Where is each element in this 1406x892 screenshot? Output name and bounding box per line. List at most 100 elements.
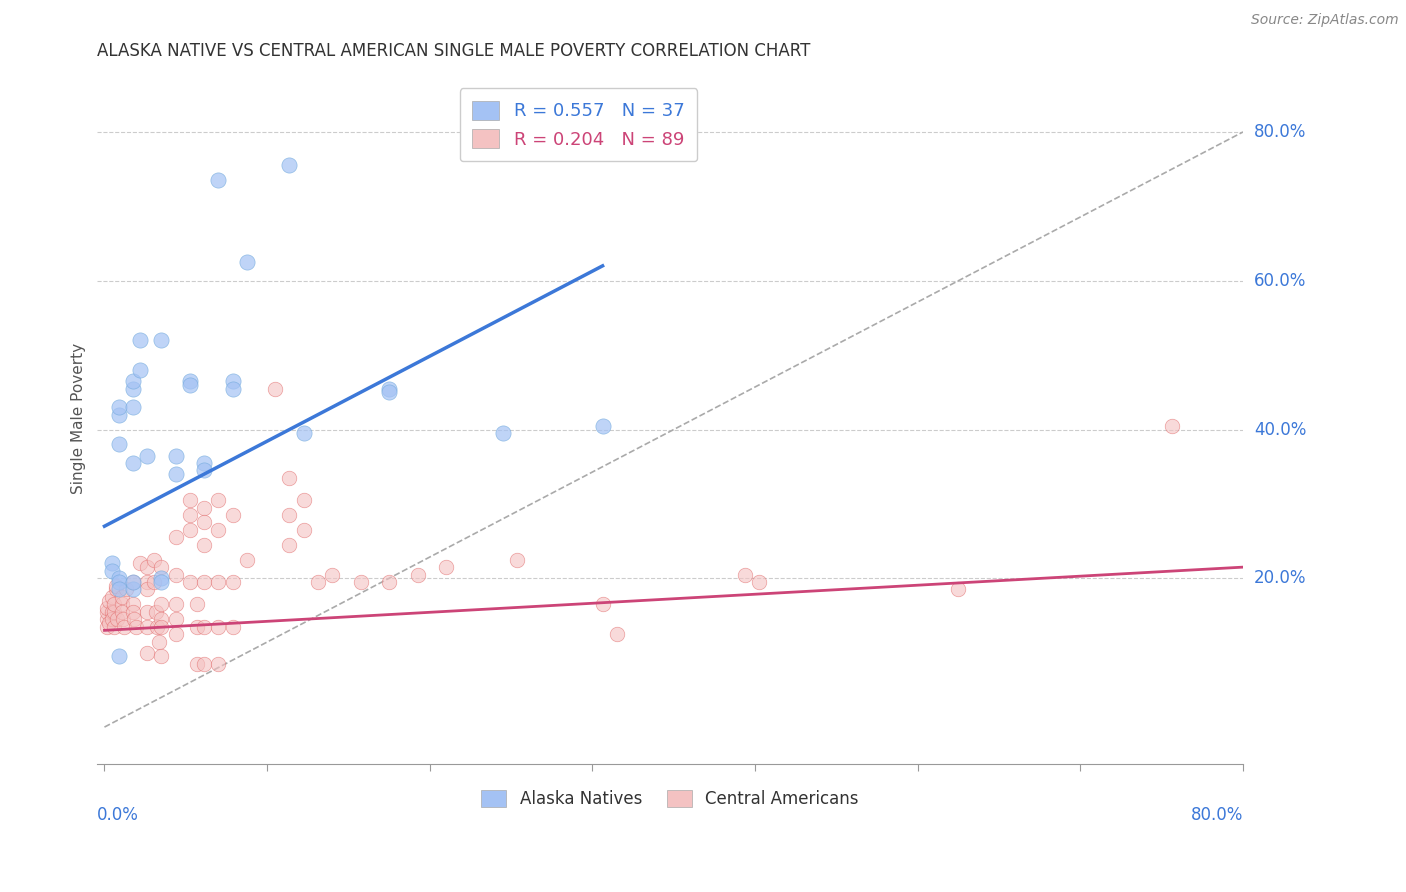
Point xyxy=(129,363,152,377)
Point xyxy=(136,620,159,634)
Point xyxy=(492,426,515,441)
Point xyxy=(96,605,118,619)
Point xyxy=(193,516,215,530)
Point xyxy=(150,597,173,611)
Point xyxy=(107,437,129,451)
Point xyxy=(179,377,201,392)
Point xyxy=(350,574,373,589)
Point xyxy=(122,605,145,619)
Point xyxy=(307,574,329,589)
Point xyxy=(107,582,129,597)
Point xyxy=(207,620,229,634)
Point xyxy=(136,449,159,463)
Point xyxy=(193,574,215,589)
Point xyxy=(136,560,159,574)
Point xyxy=(105,612,128,626)
Point xyxy=(122,597,145,611)
Point xyxy=(278,538,301,552)
Point xyxy=(100,564,122,578)
Point xyxy=(100,557,122,571)
Point xyxy=(165,530,187,544)
Point xyxy=(148,634,170,648)
Point xyxy=(96,612,118,626)
Point xyxy=(103,597,125,611)
Point xyxy=(110,605,132,619)
Point xyxy=(150,612,173,626)
Point xyxy=(107,571,129,585)
Point xyxy=(292,493,315,508)
Point xyxy=(150,571,173,585)
Point xyxy=(97,593,120,607)
Point xyxy=(378,574,401,589)
Legend: Alaska Natives, Central Americans: Alaska Natives, Central Americans xyxy=(471,780,869,818)
Point xyxy=(606,627,628,641)
Point xyxy=(107,574,129,589)
Point xyxy=(136,582,159,597)
Point xyxy=(136,574,159,589)
Point xyxy=(122,456,145,470)
Point xyxy=(103,620,125,634)
Point xyxy=(165,627,187,641)
Point xyxy=(100,605,122,619)
Point xyxy=(122,574,145,589)
Point xyxy=(122,582,145,597)
Point xyxy=(129,557,152,571)
Point xyxy=(179,493,201,508)
Point xyxy=(179,574,201,589)
Point xyxy=(110,590,132,604)
Text: 80.0%: 80.0% xyxy=(1191,805,1243,824)
Point xyxy=(136,646,159,660)
Text: 20.0%: 20.0% xyxy=(1254,569,1306,587)
Point xyxy=(114,582,136,597)
Point xyxy=(145,605,167,619)
Point xyxy=(122,400,145,414)
Point xyxy=(506,552,529,566)
Point xyxy=(165,612,187,626)
Point xyxy=(378,382,401,396)
Point xyxy=(292,426,315,441)
Y-axis label: Single Male Poverty: Single Male Poverty xyxy=(72,343,86,494)
Point xyxy=(122,382,145,396)
Point xyxy=(122,374,145,388)
Point xyxy=(111,612,134,626)
Point xyxy=(146,620,169,634)
Point xyxy=(592,418,614,433)
Point xyxy=(107,408,129,422)
Point xyxy=(100,612,122,626)
Point xyxy=(378,385,401,400)
Point xyxy=(193,463,215,477)
Point xyxy=(193,538,215,552)
Point xyxy=(207,657,229,671)
Point xyxy=(193,657,215,671)
Point xyxy=(150,574,173,589)
Text: ALASKA NATIVE VS CENTRAL AMERICAN SINGLE MALE POVERTY CORRELATION CHART: ALASKA NATIVE VS CENTRAL AMERICAN SINGLE… xyxy=(97,42,811,60)
Point xyxy=(193,620,215,634)
Point xyxy=(278,158,301,172)
Point xyxy=(150,620,173,634)
Point xyxy=(150,560,173,574)
Point xyxy=(136,605,159,619)
Point xyxy=(221,374,243,388)
Point xyxy=(103,605,125,619)
Point xyxy=(207,173,229,187)
Point xyxy=(948,582,970,597)
Point xyxy=(207,574,229,589)
Point xyxy=(165,467,187,482)
Point xyxy=(107,400,129,414)
Point xyxy=(264,382,287,396)
Point xyxy=(193,500,215,515)
Point xyxy=(221,574,243,589)
Point xyxy=(278,471,301,485)
Point xyxy=(107,649,129,664)
Point xyxy=(179,523,201,537)
Point xyxy=(104,582,127,597)
Point xyxy=(221,382,243,396)
Text: 40.0%: 40.0% xyxy=(1254,420,1306,439)
Point xyxy=(179,508,201,522)
Point xyxy=(100,590,122,604)
Point xyxy=(734,567,756,582)
Point xyxy=(143,574,166,589)
Point xyxy=(96,601,118,615)
Point xyxy=(434,560,457,574)
Point xyxy=(207,493,229,508)
